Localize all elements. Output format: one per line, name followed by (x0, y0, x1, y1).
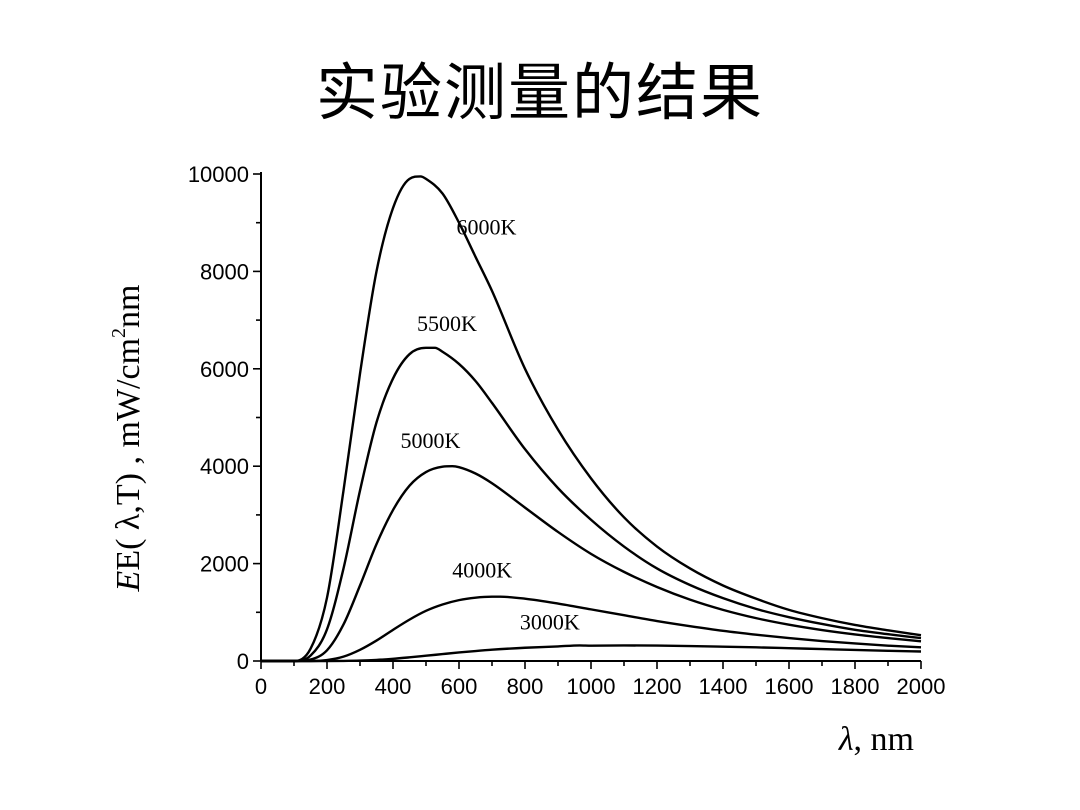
x-tick-label: 1200 (633, 674, 682, 699)
x-tick-label: 1000 (567, 674, 616, 699)
series-label-3000k: 3000K (520, 609, 580, 634)
y-tick-label: 2000 (200, 552, 249, 577)
chart-curves (261, 175, 922, 663)
slide-title: 实验测量的结果 (315, 56, 764, 129)
y-axis-title-prefix: E( λ,T) , mW/cm (110, 338, 147, 571)
x-tick-label: 200 (309, 674, 346, 699)
x-axis-title-unit: , nm (854, 721, 914, 758)
x-tick-label: 0 (255, 674, 267, 699)
x-tick-label: 2000 (897, 674, 946, 699)
x-tick-label: 1800 (831, 674, 880, 699)
x-tick-label: 1400 (699, 674, 748, 699)
series-label-5500k: 5500K (417, 311, 477, 336)
chart-series-labels: 6000K 5500K 5000K 4000K 3000K (400, 214, 579, 634)
y-tick-label: 0 (237, 649, 249, 674)
y-axis-title: EE( λ,T) , mW/cm2nm (108, 285, 147, 593)
series-label-4000k: 4000K (452, 558, 512, 583)
y-tick-label: 4000 (200, 454, 249, 479)
x-tick-label: 600 (441, 674, 478, 699)
series-curve-6000k (261, 175, 922, 663)
series-curve-5000k (261, 464, 922, 663)
series-curve-3000k (261, 644, 922, 663)
series-label-5000k: 5000K (400, 428, 460, 453)
y-tick-label: 6000 (200, 357, 249, 382)
x-tick-label: 400 (375, 674, 412, 699)
series-label-6000k: 6000K (456, 214, 516, 239)
y-tick-label: 8000 (200, 259, 249, 284)
series-curve-5500k (261, 346, 922, 663)
y-axis-title-suffix: nm (110, 285, 147, 328)
y-tick-label: 10000 (188, 162, 249, 187)
chart-axes: 0 2000 4000 6000 8000 10000 0 200 400 600 800 1000 1… (188, 162, 946, 699)
y-axis-title-sup: 2 (108, 328, 130, 338)
x-axis-title-symbol: λ (838, 721, 854, 758)
x-tick-label: 800 (507, 674, 544, 699)
x-tick-label: 1600 (765, 674, 814, 699)
series-curve-4000k (261, 595, 922, 663)
x-axis-title: λ, nm (838, 721, 914, 758)
